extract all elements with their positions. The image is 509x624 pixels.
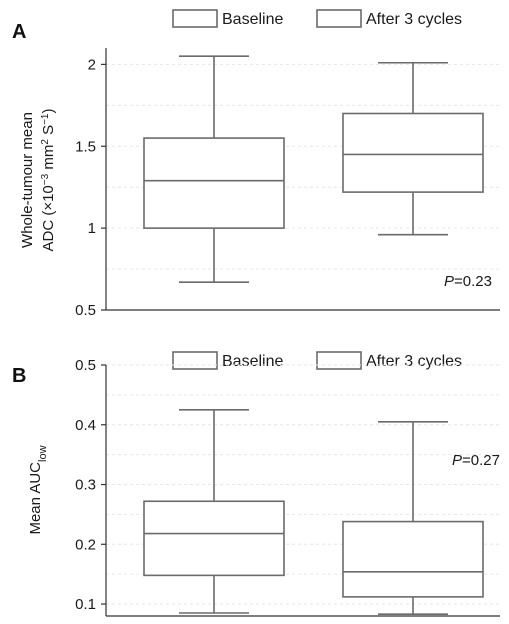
y-tick-label: 0.3 [75, 477, 96, 494]
legend-swatch-baseline [172, 9, 218, 28]
panel-a-boxes [143, 55, 484, 283]
panel-b-ylabel: Mean AUClow [27, 445, 49, 534]
iqr-box [342, 520, 484, 598]
box-after-3-cycles [342, 61, 484, 236]
panel-a-letter: A [12, 21, 26, 43]
iqr-box [143, 137, 285, 229]
panel-b-letter: B [12, 365, 26, 387]
y-tick-label: 1 [88, 220, 96, 237]
panel-b-legend: Baseline After 3 cycles [172, 351, 462, 370]
panel-a-p-value: P=0.23 [444, 273, 492, 290]
iqr-box [143, 500, 285, 577]
legend-swatch-after [316, 9, 362, 28]
y-tick-label: 0.1 [75, 596, 96, 613]
y-tick-label: 0.2 [75, 536, 96, 553]
iqr-box [342, 112, 484, 193]
legend-label-after: After 3 cycles [366, 11, 462, 28]
box-baseline [143, 409, 285, 614]
panel-b-y-ticks: 0.1 0.2 0.3 0.4 0.5 [75, 357, 106, 613]
y-tick-label: 0.5 [75, 357, 96, 374]
legend-swatch-baseline [172, 351, 218, 370]
panel-b-p-value: P=0.27 [452, 452, 500, 469]
y-tick-label: 1.5 [75, 138, 96, 155]
y-tick-label: 0.4 [75, 417, 96, 434]
legend-label-after: After 3 cycles [366, 353, 462, 370]
panel-b-boxes [143, 409, 484, 616]
legend-label-baseline: Baseline [222, 11, 283, 28]
y-tick-label: 2 [88, 56, 96, 73]
panel-a: A Baseline After 3 cycles 0.5 1 1.5 2 Whole… [12, 9, 500, 319]
panel-b: B Baseline After 3 cycles 0.10.20.30.40.… [12, 351, 500, 617]
panel-a-y-ticks: 0.5 1 1.5 2 [75, 56, 106, 319]
panel-a-ylabel-line2: ADC (×10−3 mm2 S−1) [40, 108, 58, 251]
box-after-3-cycles [342, 420, 484, 616]
panel-a-legend: Baseline After 3 cycles [172, 9, 462, 28]
box-baseline [143, 55, 285, 283]
legend-label-baseline: Baseline [222, 353, 283, 370]
legend-swatch-after [316, 351, 362, 370]
y-tick-label: 0.5 [75, 302, 96, 319]
panel-a-ylabel-line1: Whole-tumour mean [19, 112, 36, 248]
